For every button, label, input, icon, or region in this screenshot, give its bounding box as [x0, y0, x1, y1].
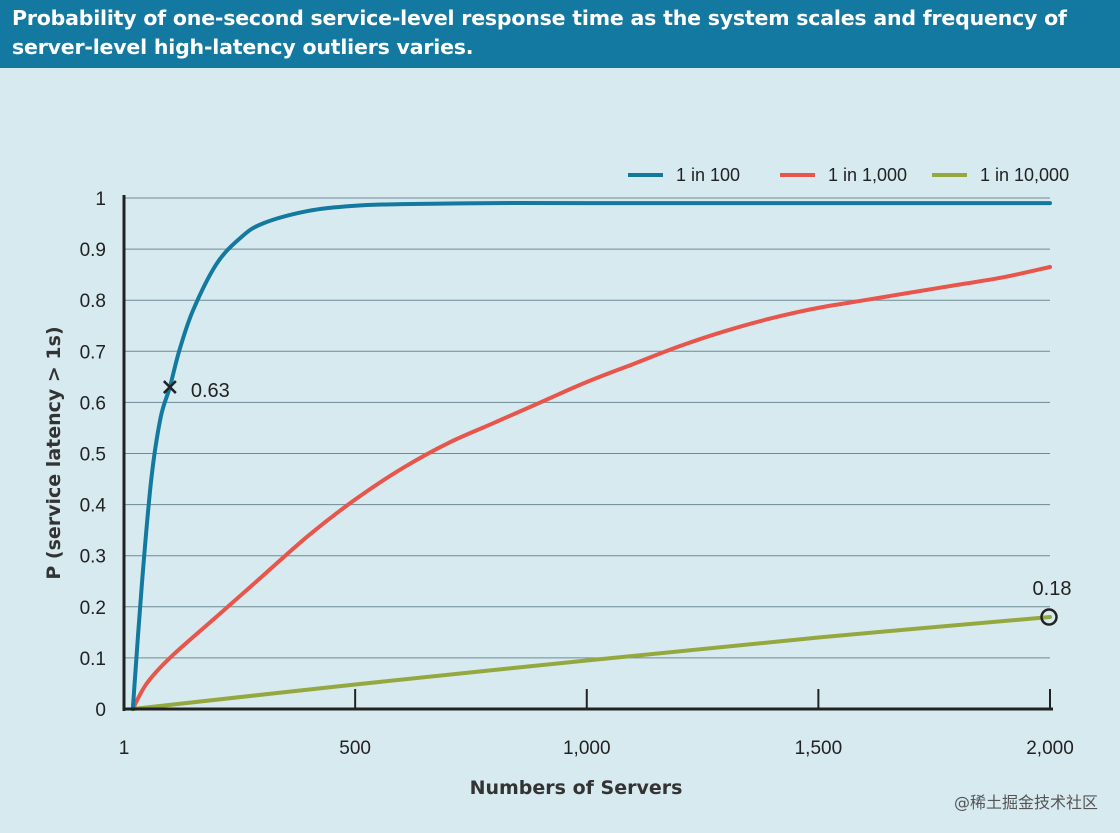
y-tick-label: 0.9	[80, 240, 106, 261]
y-tick-label: 0.4	[80, 496, 107, 517]
legend-label-1-in-10-000: 1 in 10,000	[980, 165, 1069, 185]
x-axis-title: Numbers of Servers	[470, 777, 683, 799]
annotation-label: 0.63	[191, 380, 230, 402]
x-tick-label: 500	[339, 738, 371, 759]
x-tick-label: 2,000	[1026, 738, 1074, 759]
annotation-label: 0.18	[1033, 578, 1072, 600]
y-tick-label: 0.2	[80, 598, 106, 619]
tick-labels: 0 0.1 0.2 0.3 0.4 0.5 0.6 0.7 0.8 0.9 1 1 500 1,000 1,…	[80, 189, 1074, 759]
y-tick-label: 1	[95, 189, 106, 210]
legend: 1 in 100 1 in 1,000 1 in 10,000	[628, 165, 1069, 185]
x-tick-label: 1,000	[563, 738, 611, 759]
annotation-circle-marker	[1040, 608, 1058, 626]
y-tick-label: 0.8	[80, 291, 106, 312]
axes	[122, 195, 1053, 711]
x-tick-label: 1,500	[795, 738, 843, 759]
legend-label-1-in-1-000: 1 in 1,000	[828, 165, 907, 185]
chart-title: Probability of one-second service-level …	[12, 6, 1067, 59]
x-tick-label: 1	[119, 738, 130, 759]
gridlines	[124, 197, 1050, 659]
annotations: 0.63 0.18	[162, 380, 1072, 626]
series-lines	[130, 201, 1052, 711]
y-tick-label: 0.6	[80, 393, 106, 414]
series-line-1-in-1-000	[130, 265, 1052, 711]
series-line-1-in-10-000	[130, 615, 1052, 711]
y-tick-label: 0.3	[80, 547, 106, 568]
y-tick-label: 0.5	[80, 445, 106, 466]
watermark: @稀土掘金技术社区	[953, 793, 1098, 812]
y-tick-label: 0	[95, 700, 106, 721]
title-bar: Probability of one-second service-level …	[0, 0, 1120, 68]
y-tick-label: 0.7	[80, 342, 106, 363]
y-axis-title: P (service latency > 1s)	[43, 326, 65, 579]
legend-label-1-in-100: 1 in 100	[676, 165, 740, 185]
y-tick-label: 0.1	[80, 649, 106, 670]
annotation-x-marker	[162, 380, 177, 394]
series-line-1-in-100	[130, 201, 1052, 711]
